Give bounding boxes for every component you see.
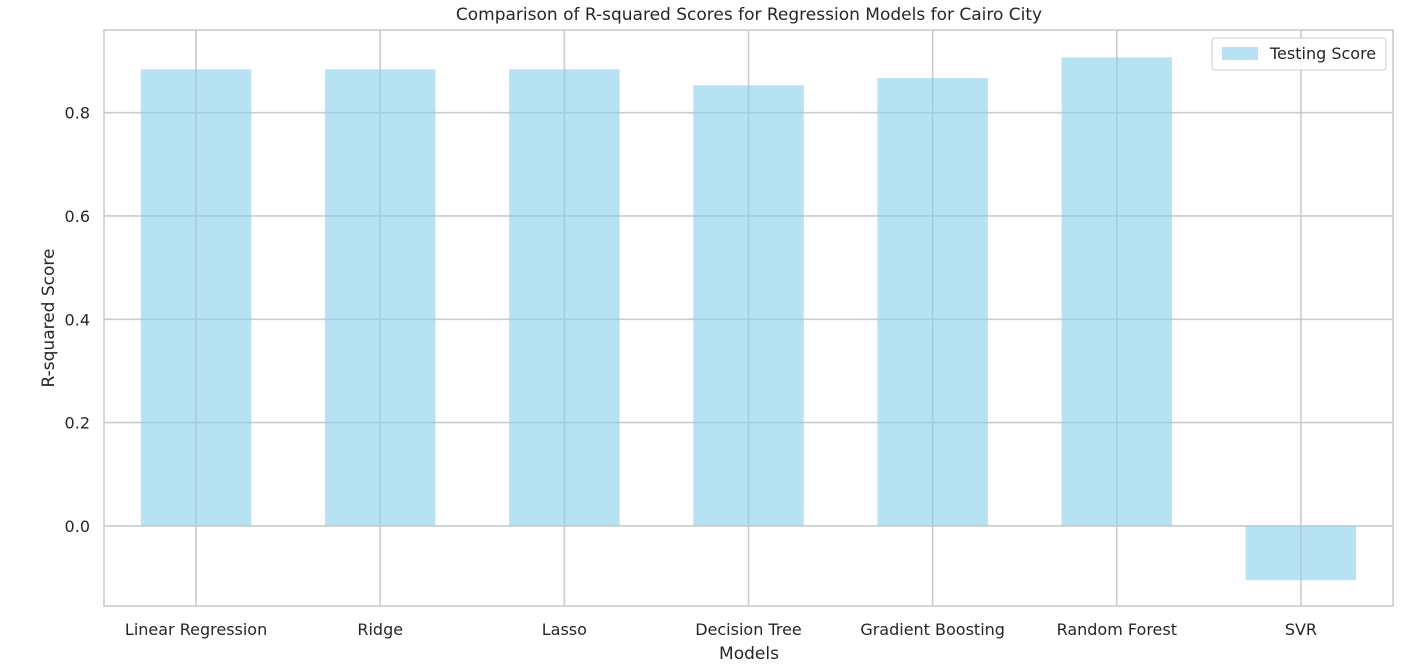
chart-title: Comparison of R-squared Scores for Regre… xyxy=(456,5,1042,25)
legend: Testing Score xyxy=(1211,37,1387,71)
bar-gradient-boosting xyxy=(877,78,988,526)
x-tick-label: Decision Tree xyxy=(695,620,802,639)
y-tick-label: 0.6 xyxy=(65,207,90,226)
legend-label: Testing Score xyxy=(1269,44,1376,63)
legend-box xyxy=(1211,37,1387,71)
bar-lasso xyxy=(509,69,620,526)
bar-ridge xyxy=(324,69,436,526)
y-tick-label: 0.2 xyxy=(65,414,90,433)
x-tick-labels: Linear Regression Ridge Lasso Decision Tree… xyxy=(125,620,1317,639)
bar-random-forest xyxy=(1061,57,1173,526)
bar-svr xyxy=(1245,525,1357,581)
bars-layer xyxy=(140,57,1357,581)
plot-frame xyxy=(103,29,1394,607)
x-tick-label: Lasso xyxy=(542,620,587,639)
y-tick-labels: 0.0 0.2 0.4 0.6 0.8 xyxy=(65,104,90,536)
y-axis-label: R-squared Score xyxy=(39,249,59,388)
y-tick-label: 0.0 xyxy=(65,517,90,536)
y-tick-label: 0.4 xyxy=(65,310,90,329)
bar-linear-regression xyxy=(140,69,252,526)
x-tick-label: SVR xyxy=(1285,620,1317,639)
bar-decision-tree xyxy=(693,85,804,526)
x-tick-label: Gradient Boosting xyxy=(860,620,1005,639)
legend-swatch xyxy=(1222,47,1258,60)
x-tick-label: Linear Regression xyxy=(125,620,267,639)
x-axis-label: Models xyxy=(719,644,779,664)
y-tick-label: 0.8 xyxy=(65,104,90,123)
x-tick-label: Random Forest xyxy=(1057,620,1177,639)
x-tick-label: Ridge xyxy=(357,620,403,639)
